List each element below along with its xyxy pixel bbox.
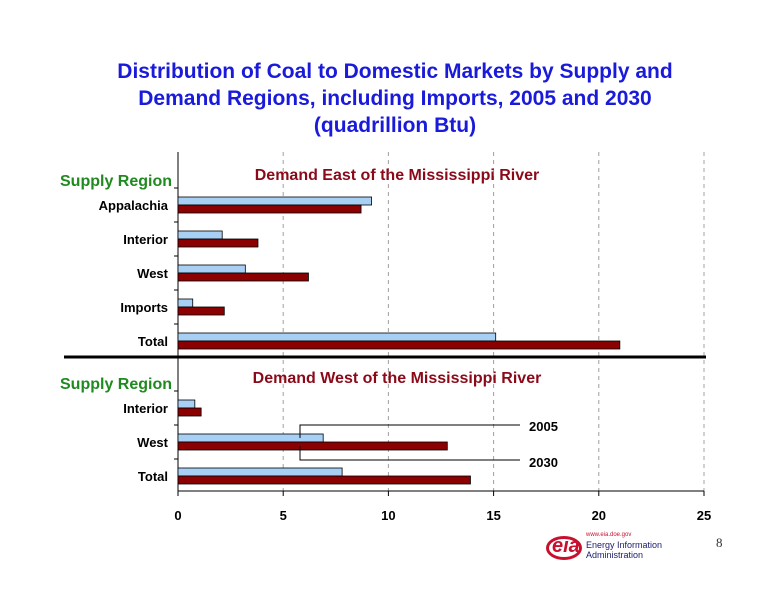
bar-2005 [177,433,324,443]
category-label: Total [138,469,168,484]
logo-name-line-1: Energy Information [586,540,663,550]
eia-logo: eia www.eia.doe.gov Energy Information A… [546,532,696,564]
panel-title: Demand East of the Mississippi River [255,167,540,184]
bar-2005 [177,196,372,206]
bar-2030 [177,272,309,282]
bar-2030 [177,475,471,485]
logo-name-line-2: Administration [586,550,644,560]
logo-oval [546,536,582,560]
x-tick-label: 10 [381,508,395,523]
logo-mark: eia [552,535,580,557]
slide-number: 8 [716,535,723,550]
bar-2030 [177,306,225,316]
category-label: West [137,266,168,281]
category-label: Interior [123,232,168,247]
bar-2005 [177,332,497,342]
bar-2030 [177,204,362,214]
supply-region-label: Supply Region [60,376,172,393]
category-label: Interior [123,401,168,416]
bar-2030 [177,340,621,350]
bar-2030 [177,441,448,451]
x-tick-label: 25 [697,508,711,523]
bar-2005 [177,298,194,308]
callout-line-2005 [299,424,520,438]
title-line-3: (quadrillion Btu) [313,114,477,137]
bar-2005 [177,264,246,274]
title-line-2: Demand Regions, including Imports, 2005 … [138,87,652,110]
bar-2005 [177,230,223,240]
category-label: West [137,435,168,450]
category-label: Appalachia [99,198,169,213]
x-tick-label: 5 [280,508,287,523]
x-tick-label: 0 [174,508,181,523]
callout-line-2030 [299,446,520,461]
x-tick-label: 15 [486,508,500,523]
bar-2005 [177,399,196,409]
bar-2005 [177,467,343,477]
chart-title: Distribution of Coal to Domestic Markets… [60,58,730,139]
title-line-1: Distribution of Coal to Domestic Markets… [117,60,673,83]
category-label: Total [138,334,168,349]
category-label: Imports [120,300,168,315]
x-tick-label: 20 [592,508,606,523]
legend-label-2030: 2030 [529,455,558,470]
panel-title: Demand West of the Mississippi River [253,370,542,387]
bar-2030 [177,238,259,248]
bar-2030 [177,407,202,417]
supply-region-label: Supply Region [60,173,172,190]
logo-url: www.eia.doe.gov [586,532,632,538]
legend-label-2005: 2005 [529,419,558,434]
